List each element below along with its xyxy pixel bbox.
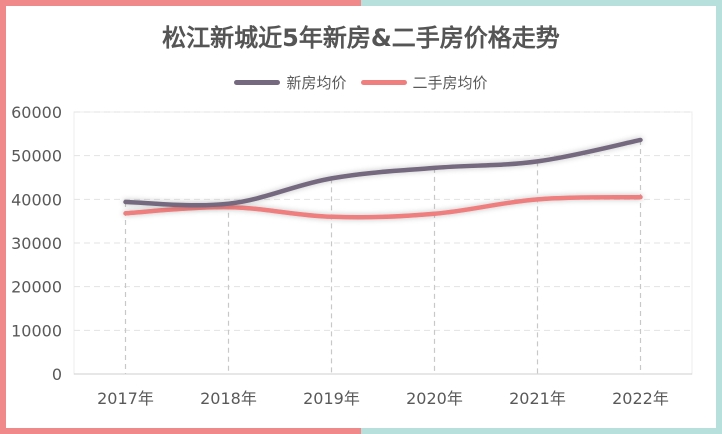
- frame-top-right: [361, 0, 722, 6]
- frame-right: [716, 0, 722, 434]
- y-tick-label: 40000: [11, 190, 62, 209]
- legend-swatch-new: [234, 80, 281, 85]
- y-tick-label: 0: [52, 365, 62, 384]
- legend-label-second: 二手房均价: [412, 74, 488, 92]
- chart-title: 松江新城近5年新房&二手房价格走势: [162, 24, 560, 52]
- y-tick-label: 50000: [11, 147, 62, 166]
- y-tick-label: 10000: [11, 321, 62, 340]
- frame-bottom-left: [0, 428, 361, 434]
- series-line-new: [123, 137, 643, 208]
- frame-bottom-right: [361, 428, 722, 434]
- x-tick-label: 2020年: [406, 389, 463, 408]
- x-tick-label: 2021年: [509, 389, 566, 408]
- y-tick-label: 60000: [11, 103, 62, 122]
- series-line-second: [123, 194, 643, 220]
- x-tick-label: 2022年: [612, 389, 669, 408]
- legend-label-new: 新房均价: [286, 74, 347, 92]
- chart-legend: 新房均价 二手房均价: [0, 72, 722, 93]
- y-tick-label: 20000: [11, 278, 62, 297]
- legend-swatch-second: [360, 80, 407, 85]
- legend-item-new: 新房均价: [234, 72, 347, 93]
- x-tick-label: 2018年: [200, 389, 257, 408]
- frame-top-left: [0, 0, 361, 6]
- y-tick-label: 30000: [11, 234, 62, 253]
- x-tick-label: 2019年: [303, 389, 360, 408]
- legend-item-second: 二手房均价: [360, 72, 488, 93]
- frame-left: [0, 0, 6, 434]
- x-tick-label: 2017年: [97, 389, 154, 408]
